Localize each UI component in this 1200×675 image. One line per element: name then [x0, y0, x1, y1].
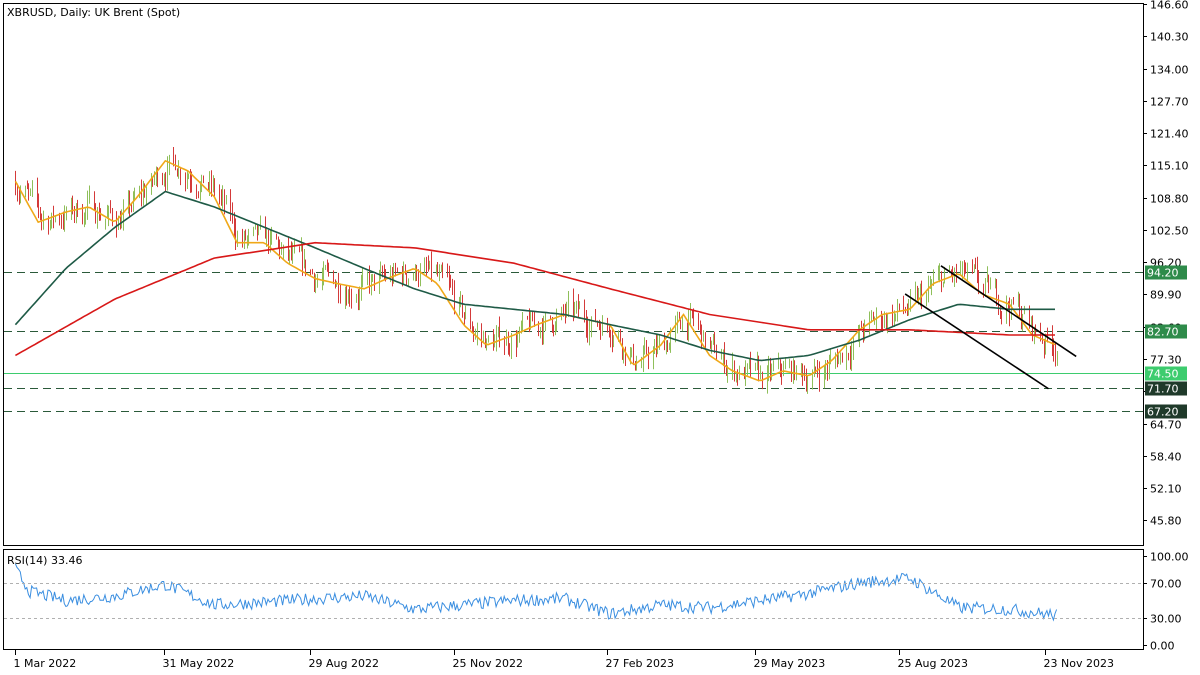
- level-badge-label: 82.70: [1147, 326, 1179, 339]
- price-tick-label: 77.30: [1150, 354, 1182, 367]
- price-tick-label: 52.10: [1150, 483, 1182, 496]
- level-badge: [1145, 366, 1187, 381]
- trend-channel[interactable]: [904, 265, 1077, 390]
- price-tick-label: 127.70: [1150, 96, 1189, 109]
- time-tick-label: 1 Mar 2022: [14, 657, 77, 670]
- rsi-panel-frame: [3, 549, 1144, 650]
- price-tick-label: 64.70: [1150, 419, 1182, 432]
- time-tick-label: 25 Nov 2022: [453, 657, 523, 670]
- moving-averages: [14, 159, 1056, 382]
- price-tick-label: 45.80: [1150, 515, 1182, 528]
- moving-average-line: [15, 241, 1055, 357]
- level-badge: [1145, 404, 1187, 419]
- rsi-tick-label: 30.00: [1150, 613, 1182, 626]
- price-tick-label: 121.40: [1150, 128, 1189, 141]
- rsi-line: [14, 563, 1058, 622]
- level-badge-label: 94.20: [1147, 267, 1179, 280]
- level-badges: 94.20 82.70 74.50 71.70 67.20: [1145, 265, 1187, 419]
- candlesticks: [15, 146, 1058, 394]
- moving-average-line: [14, 159, 1056, 382]
- level-badge: [1145, 324, 1187, 339]
- rsi-tick-label: 70.00: [1150, 578, 1182, 591]
- level-badge: [1145, 381, 1187, 396]
- price-tick-label: 102.50: [1150, 225, 1189, 238]
- time-tick-label: 29 May 2023: [754, 657, 826, 670]
- channel-lower-line: [904, 293, 1049, 390]
- rsi-tick-label: 0.00: [1150, 640, 1175, 653]
- price-tick-label: 89.90: [1150, 289, 1182, 302]
- level-badge: [1145, 265, 1187, 280]
- rsi-indicator: [14, 563, 1058, 622]
- rsi-title: RSI(14) 33.46: [7, 554, 82, 567]
- time-tick-label: 31 May 2022: [163, 657, 235, 670]
- time-tick-label: 29 Aug 2022: [309, 657, 379, 670]
- time-axis: 1 Mar 2022 31 May 2022 29 Aug 2022 25 Nov 2…: [14, 650, 1114, 670]
- price-tick-label: 140.30: [1150, 31, 1189, 44]
- price-tick-label: 58.40: [1150, 451, 1182, 464]
- level-badge-label: 67.20: [1147, 406, 1179, 419]
- level-badge-label: 71.70: [1147, 383, 1179, 396]
- level-badge-label: 74.50: [1147, 368, 1179, 381]
- chart-title: XBRUSD, Daily: UK Brent (Spot): [7, 6, 180, 19]
- time-tick-label: 25 Aug 2023: [898, 657, 968, 670]
- price-tick-label: 108.80: [1150, 193, 1189, 206]
- channel-upper-line: [940, 265, 1077, 358]
- moving-average-line: [14, 190, 1055, 362]
- rsi-axis: 100.00 70.00 30.00 0.00: [4, 551, 1189, 653]
- price-tick-label: 134.00: [1150, 64, 1189, 77]
- price-tick-label: 146.60: [1150, 0, 1189, 12]
- time-tick-label: 27 Feb 2023: [606, 657, 674, 670]
- price-axis: 146.60 140.30 134.00 127.70 121.40 115.10 108.…: [1143, 0, 1189, 528]
- time-tick-label: 23 Nov 2023: [1044, 657, 1114, 670]
- rsi-tick-label: 100.00: [1150, 551, 1189, 564]
- price-tick-label: 115.10: [1150, 160, 1189, 173]
